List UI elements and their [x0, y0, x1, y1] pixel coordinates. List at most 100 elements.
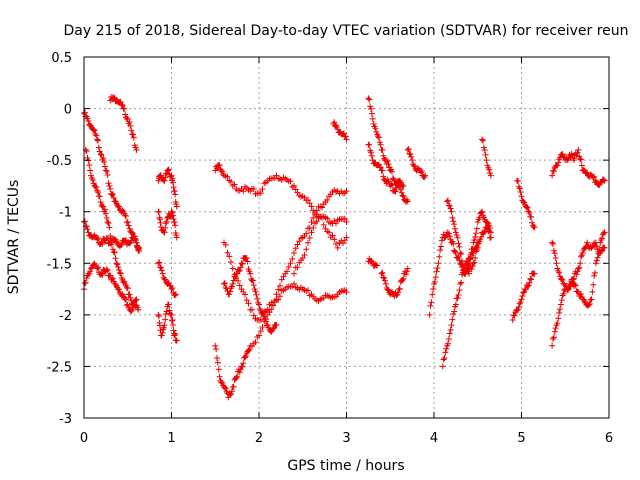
- data-point: [162, 220, 169, 227]
- series-arc-b4: [155, 259, 179, 299]
- data-point: [284, 268, 290, 275]
- data-point: [89, 176, 96, 183]
- data-point: [135, 306, 142, 313]
- data-point: [551, 250, 558, 257]
- data-point: [456, 257, 463, 264]
- data-point: [100, 203, 107, 210]
- data-point: [525, 208, 532, 215]
- data-point: [406, 150, 413, 157]
- data-point: [308, 219, 315, 226]
- data-point: [454, 234, 461, 241]
- data-point: [270, 325, 277, 332]
- data-point: [224, 173, 231, 180]
- data-point: [105, 220, 112, 227]
- x-tick-label: 2: [255, 431, 263, 446]
- data-point: [104, 219, 111, 226]
- data-point: [526, 279, 533, 286]
- data-point: [222, 284, 229, 291]
- data-point: [399, 192, 406, 199]
- data-point: [517, 188, 524, 195]
- data-point: [517, 299, 524, 306]
- data-point: [452, 225, 458, 232]
- data-point: [170, 212, 177, 219]
- series-arc-e4: [479, 136, 494, 179]
- series-arc-a4: [81, 260, 140, 315]
- data-point: [551, 328, 558, 335]
- data-point: [474, 219, 481, 226]
- data-point: [471, 237, 478, 244]
- data-point: [445, 230, 452, 237]
- data-point: [257, 328, 264, 335]
- data-point: [264, 322, 271, 329]
- data-point: [299, 255, 306, 262]
- data-point: [472, 255, 479, 262]
- data-point: [161, 276, 168, 283]
- data-point: [342, 133, 349, 140]
- data-point: [586, 301, 593, 308]
- data-point: [573, 271, 580, 278]
- data-point: [155, 208, 162, 215]
- data-point: [249, 306, 255, 313]
- data-point: [591, 272, 598, 279]
- data-point: [380, 173, 387, 180]
- data-point: [116, 269, 123, 276]
- data-point: [395, 289, 402, 296]
- data-point: [550, 240, 556, 247]
- data-point: [172, 292, 178, 299]
- data-point: [132, 297, 139, 304]
- data-point: [156, 259, 163, 266]
- data-point: [156, 216, 163, 223]
- data-point: [236, 267, 243, 274]
- series-arc-f1: [509, 270, 538, 324]
- data-point: [111, 95, 118, 102]
- data-point: [411, 163, 418, 170]
- data-point: [389, 182, 395, 189]
- data-point: [90, 126, 97, 133]
- chart-title: Day 215 of 2018, Sidereal Day-to-day VTE…: [63, 23, 628, 39]
- data-point: [366, 96, 373, 103]
- data-point: [575, 265, 582, 272]
- data-point: [163, 218, 170, 225]
- data-point: [486, 228, 493, 235]
- data-point: [421, 174, 428, 181]
- data-point: [448, 322, 455, 329]
- data-point: [171, 219, 178, 226]
- data-point: [273, 322, 280, 329]
- series-arc-c2: [212, 187, 350, 401]
- data-point: [585, 301, 592, 308]
- data-point: [230, 383, 237, 390]
- data-point: [95, 137, 101, 144]
- data-point: [98, 239, 105, 246]
- data-point: [95, 235, 101, 242]
- data-point: [158, 224, 164, 231]
- data-point: [168, 172, 175, 179]
- data-point: [574, 149, 581, 156]
- data-point: [334, 244, 341, 251]
- data-point: [559, 277, 566, 284]
- data-point: [331, 236, 338, 243]
- series-arc-d4: [378, 265, 411, 300]
- data-point: [520, 198, 527, 205]
- data-point: [228, 388, 235, 395]
- data-point: [593, 257, 600, 264]
- data-point: [118, 101, 125, 108]
- data-point: [408, 153, 415, 160]
- data-point: [99, 271, 106, 278]
- data-point: [308, 203, 315, 210]
- data-point: [228, 259, 234, 266]
- data-point: [555, 315, 562, 322]
- data-point: [329, 232, 336, 239]
- data-point: [277, 293, 283, 300]
- data-point: [449, 316, 456, 323]
- data-point: [487, 172, 494, 179]
- data-point: [368, 110, 375, 117]
- data-point: [173, 337, 180, 344]
- data-point: [470, 249, 477, 256]
- data-point: [312, 211, 318, 218]
- data-point: [453, 232, 460, 239]
- data-point: [440, 356, 447, 363]
- data-point: [119, 102, 126, 109]
- data-point: [439, 363, 446, 370]
- data-point: [398, 189, 405, 196]
- data-point: [235, 268, 242, 275]
